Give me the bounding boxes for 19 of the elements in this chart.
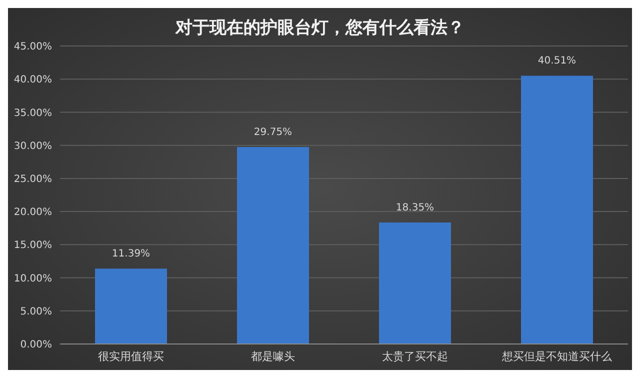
y-tick-label: 35.00% — [14, 108, 52, 119]
y-tick-label: 15.00% — [14, 240, 52, 252]
data-label: 18.35% — [396, 202, 434, 214]
y-tick-label: 40.00% — [14, 74, 52, 86]
data-label: 11.39% — [112, 248, 150, 260]
y-tick-label: 20.00% — [14, 207, 52, 218]
chart-title: 对于现在的护眼台灯，您有什么看法？ — [174, 17, 466, 39]
y-tick-label: 25.00% — [14, 174, 52, 185]
y-tick-label: 45.00% — [14, 42, 52, 53]
x-tick-label: 都是噱头 — [251, 350, 295, 363]
x-tick-label: 想买但是不知道买什么 — [501, 350, 612, 363]
x-tick-label: 太贵了买不起 — [382, 350, 448, 363]
y-tick-label: 5.00% — [20, 306, 52, 318]
y-tick-label: 30.00% — [14, 140, 52, 152]
y-tick-label: 0.00% — [20, 340, 52, 351]
y-tick-label: 10.00% — [14, 273, 52, 284]
data-label: 29.75% — [254, 126, 292, 138]
x-tick-label: 很实用值得买 — [98, 350, 164, 363]
data-label: 40.51% — [538, 56, 576, 67]
